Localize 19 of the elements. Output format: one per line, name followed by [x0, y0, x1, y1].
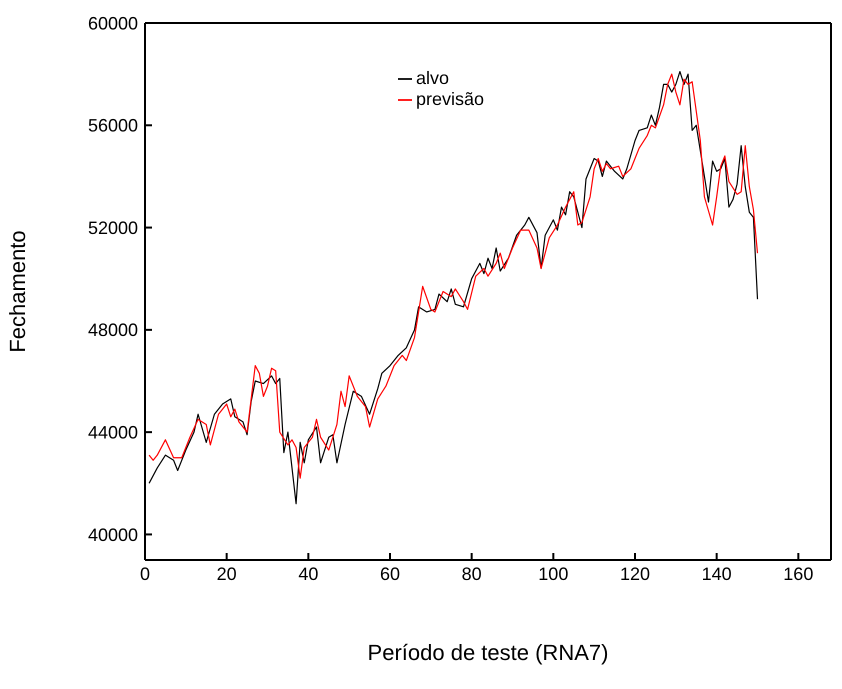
- y-tick-label: 44000: [88, 422, 138, 443]
- x-tick-label: 60: [380, 564, 400, 584]
- x-axis-title: Período de teste (RNA7): [368, 640, 608, 665]
- x-tick-label: 160: [783, 564, 814, 584]
- x-tick-label: 40: [298, 564, 318, 584]
- legend-label: alvo: [416, 68, 450, 88]
- y-tick-label: 48000: [88, 320, 138, 340]
- x-tick-label: 20: [216, 564, 237, 584]
- y-axis-title: Fechamento: [4, 230, 30, 353]
- x-tick-label: 120: [620, 564, 650, 584]
- y-tick-label: 60000: [88, 13, 138, 34]
- x-tick-label: 80: [462, 564, 482, 584]
- legend-label: previsão: [416, 89, 484, 109]
- y-tick-label: 52000: [88, 218, 138, 238]
- y-tick-label: 40000: [88, 524, 138, 545]
- x-tick-label: 0: [140, 564, 150, 584]
- y-tick-label: 56000: [88, 116, 138, 136]
- x-tick-label: 100: [538, 564, 568, 584]
- x-tick-label: 140: [702, 564, 732, 584]
